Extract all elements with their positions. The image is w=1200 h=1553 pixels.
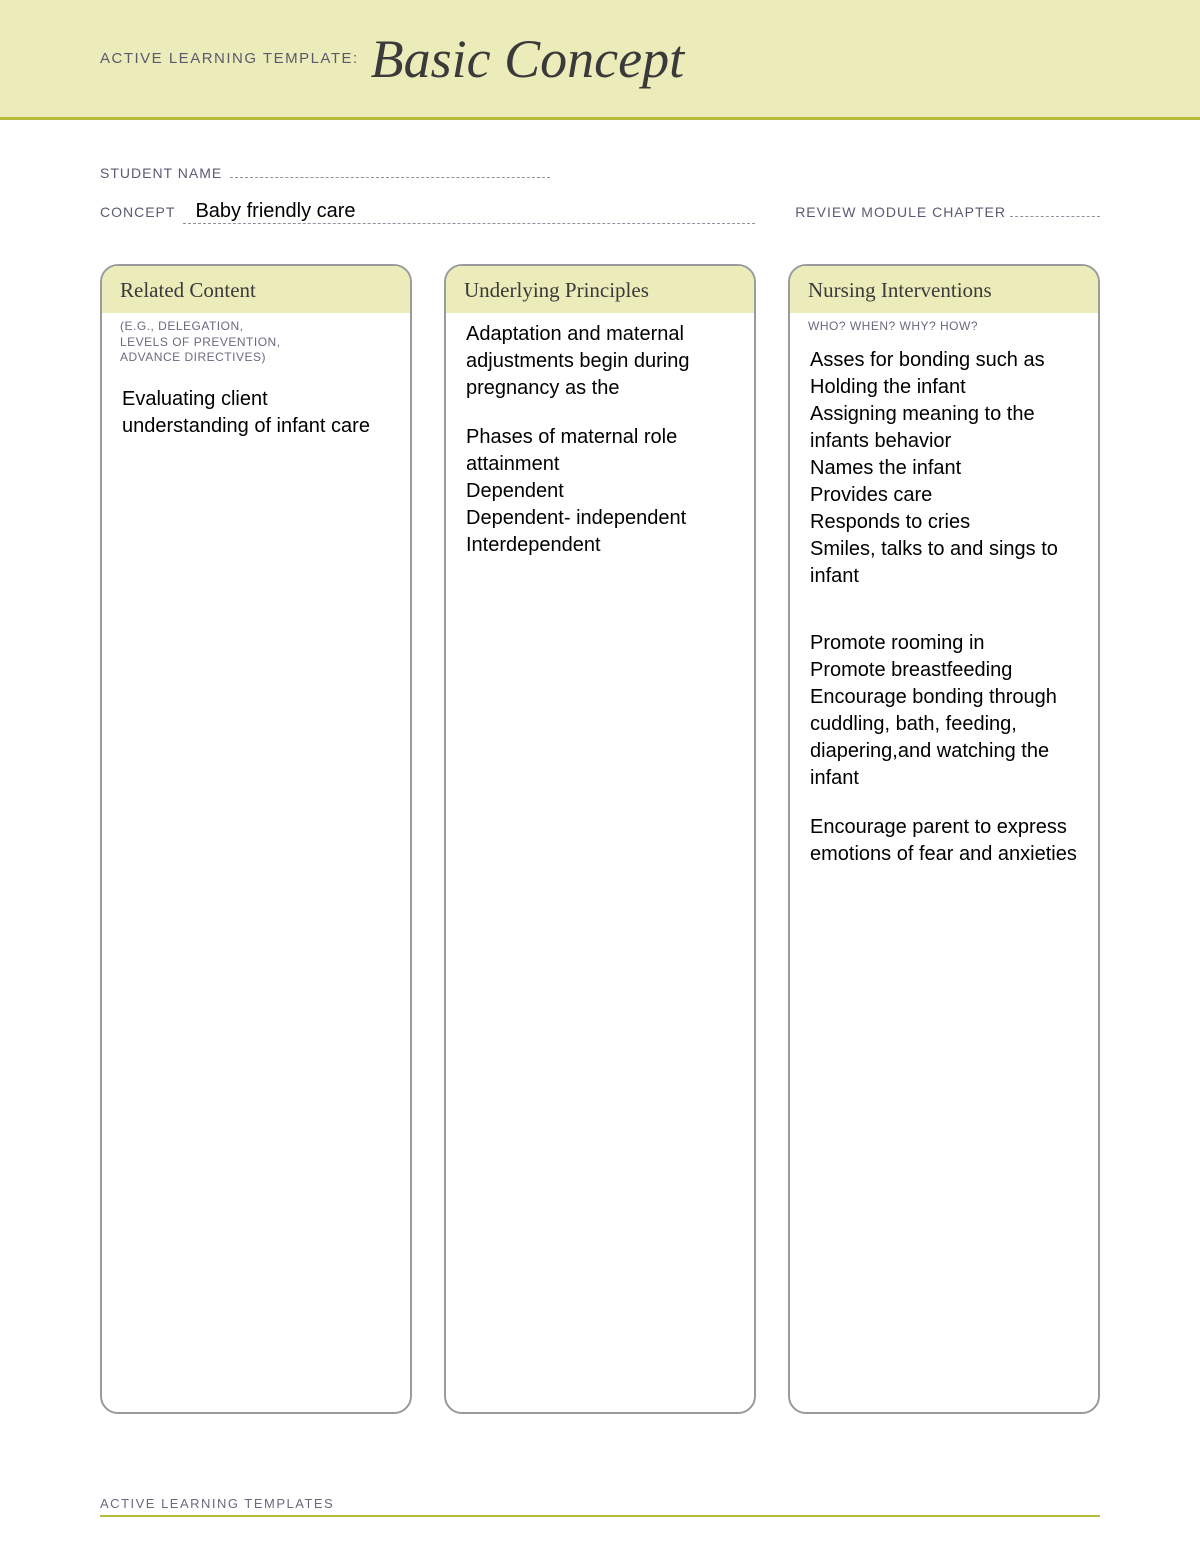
related-content-text: Evaluating client understanding of infan… [122, 386, 390, 440]
review-module-label: REVIEW MODULE CHAPTER [795, 204, 1006, 220]
underlying-principles-column: Underlying Principles Adaptation and mat… [444, 264, 756, 1414]
header-prefix: ACTIVE LEARNING TEMPLATE: [100, 50, 359, 67]
underlying-principles-body: Adaptation and maternal adjustments begi… [446, 313, 754, 577]
interventions-p1: Asses for bonding such as Holding the in… [810, 347, 1078, 590]
concept-value: Baby friendly care [183, 200, 755, 224]
related-content-body: Evaluating client understanding of infan… [102, 368, 410, 458]
footer-text: ACTIVE LEARNING TEMPLATES [100, 1496, 1100, 1515]
interventions-p2: Promote rooming in Promote breastfeeding… [810, 630, 1078, 792]
nursing-interventions-column: Nursing Interventions WHO? WHEN? WHY? HO… [788, 264, 1100, 1414]
student-name-line [230, 160, 550, 178]
nursing-interventions-title: Nursing Interventions [790, 266, 1098, 313]
principles-p2: Phases of maternal role attainment Depen… [466, 424, 734, 559]
columns-container: Related Content (E.G., DELEGATION, LEVEL… [0, 224, 1200, 1414]
review-module-line [1010, 199, 1100, 217]
nursing-interventions-body: Asses for bonding such as Holding the in… [790, 337, 1098, 886]
related-content-title: Related Content [102, 266, 410, 313]
nursing-interventions-subtext: WHO? WHEN? WHY? HOW? [790, 313, 1098, 337]
related-content-subtext: (E.G., DELEGATION, LEVELS OF PREVENTION,… [102, 313, 410, 368]
underlying-principles-title: Underlying Principles [446, 266, 754, 313]
principles-p1: Adaptation and maternal adjustments begi… [466, 321, 734, 402]
footer-line [100, 1515, 1100, 1517]
related-content-column: Related Content (E.G., DELEGATION, LEVEL… [100, 264, 412, 1414]
student-name-label: STUDENT NAME [100, 165, 222, 181]
footer: ACTIVE LEARNING TEMPLATES [100, 1496, 1100, 1517]
concept-row: CONCEPT Baby friendly care REVIEW MODULE… [100, 199, 1100, 224]
concept-label: CONCEPT [100, 204, 175, 220]
header-title: Basic Concept [371, 28, 684, 90]
form-area: STUDENT NAME CONCEPT Baby friendly care … [0, 120, 1200, 224]
header-band: ACTIVE LEARNING TEMPLATE: Basic Concept [0, 0, 1200, 120]
interventions-p3: Encourage parent to express emotions of … [810, 814, 1078, 868]
student-name-row: STUDENT NAME [100, 160, 1100, 181]
